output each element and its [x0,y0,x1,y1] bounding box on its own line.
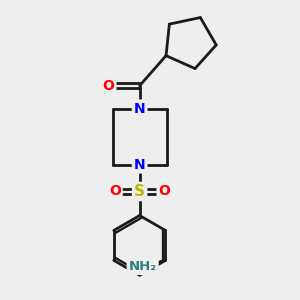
Text: O: O [159,184,170,199]
Text: O: O [103,79,115,93]
Text: NH₂: NH₂ [129,260,157,273]
Text: O: O [109,184,121,199]
Text: S: S [134,184,145,199]
Text: N: N [134,158,146,172]
Text: N: N [134,101,146,116]
